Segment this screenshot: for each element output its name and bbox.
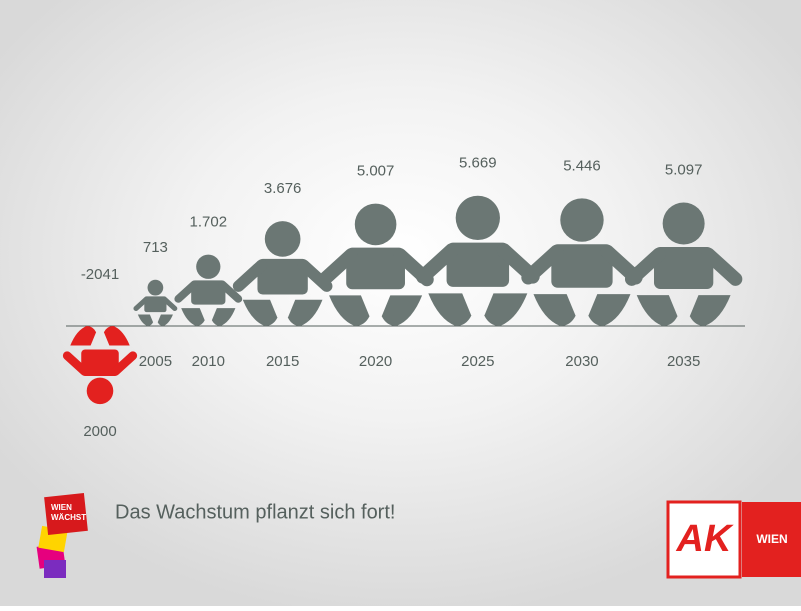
baby-head: [355, 204, 397, 246]
logo-mark: AK: [676, 518, 734, 560]
value-label: 5.669: [459, 155, 497, 172]
baby-head: [456, 196, 500, 240]
logo-text: WIEN: [51, 503, 72, 512]
x-tick-label: 2010: [192, 353, 225, 370]
value-label: 5.446: [563, 157, 601, 174]
x-tick-label: 2000: [83, 423, 116, 440]
page: Das Wachstum pflanzt sich fort! WIEN WÄC…: [0, 0, 801, 606]
logo-right: AK WIEN: [668, 502, 801, 577]
tagline: Das Wachstum pflanzt sich fort!: [115, 501, 395, 523]
logo-cube: [44, 560, 66, 578]
value-label: 713: [143, 239, 168, 256]
logo-text: WIEN: [756, 532, 787, 546]
baby-head: [196, 255, 220, 279]
x-tick-label: 2020: [359, 353, 392, 370]
logo-text: WÄCHST: [51, 513, 86, 522]
x-tick-label: 2030: [565, 353, 598, 370]
chart: Das Wachstum pflanzt sich fort! WIEN WÄC…: [0, 0, 801, 606]
value-label: 1.702: [190, 214, 228, 231]
baby-head: [87, 378, 114, 405]
x-tick-label: 2015: [266, 353, 299, 370]
baby-head: [560, 198, 603, 241]
baby-head: [148, 280, 164, 296]
x-tick-label: 2025: [461, 353, 494, 370]
value-label: 5.007: [357, 163, 395, 180]
baby-head: [265, 221, 301, 257]
value-label: -2041: [81, 266, 119, 283]
value-label: 5.097: [665, 161, 703, 178]
value-label: 3.676: [264, 180, 302, 197]
baby-head: [663, 202, 705, 244]
x-tick-label: 2035: [667, 353, 700, 370]
x-tick-label: 2005: [139, 353, 172, 370]
